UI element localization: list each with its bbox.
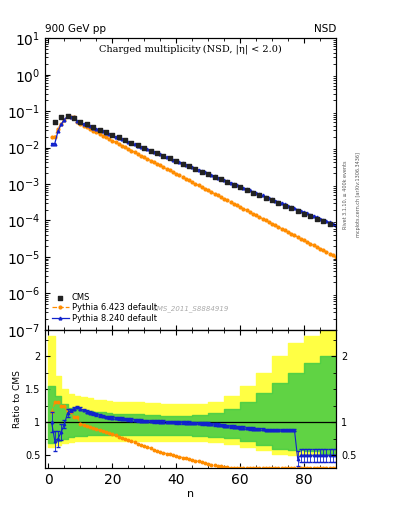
CMS: [192, 165, 198, 173]
CMS: [129, 139, 135, 147]
CMS: [180, 160, 186, 168]
Pythia 8.240 default: [324, 218, 329, 224]
X-axis label: n: n: [187, 489, 194, 499]
Pythia 8.240 default: [289, 204, 294, 210]
Pythia 6.423 default: [251, 210, 255, 217]
Pythia 8.240 default: [251, 188, 255, 195]
CMS: [58, 113, 64, 121]
Pythia 6.423 default: [289, 230, 294, 237]
CMS: [173, 157, 179, 165]
Pythia 6.423 default: [49, 134, 54, 140]
CMS: [314, 215, 320, 223]
CMS: [51, 118, 58, 126]
CMS: [282, 202, 288, 210]
CMS: [256, 191, 263, 199]
Pythia 6.423 default: [295, 234, 300, 240]
Legend: CMS, Pythia 6.423 default, Pythia 8.240 default: CMS, Pythia 6.423 default, Pythia 8.240 …: [50, 290, 160, 326]
CMS: [103, 128, 109, 136]
CMS: [224, 178, 231, 186]
CMS: [109, 131, 116, 139]
CMS: [237, 183, 243, 191]
Pythia 6.423 default: [139, 153, 143, 159]
Pythia 6.423 default: [91, 127, 95, 134]
Pythia 8.240 default: [139, 144, 143, 150]
Pythia 6.423 default: [334, 254, 338, 260]
CMS: [263, 194, 269, 202]
CMS: [116, 133, 122, 141]
Text: 900 GeV pp: 900 GeV pp: [45, 24, 106, 34]
CMS: [205, 170, 211, 178]
CMS: [90, 123, 96, 131]
CMS: [320, 218, 326, 226]
CMS: [250, 188, 256, 197]
Pythia 8.240 default: [65, 113, 70, 119]
CMS: [167, 154, 173, 162]
CMS: [64, 112, 71, 120]
CMS: [71, 114, 77, 122]
CMS: [198, 167, 205, 176]
CMS: [147, 146, 154, 155]
CMS: [186, 162, 192, 170]
CMS: [77, 118, 83, 126]
CMS: [135, 141, 141, 150]
CMS: [269, 196, 275, 204]
CMS: [301, 209, 307, 218]
Pythia 8.240 default: [334, 222, 338, 228]
Text: Charged multiplicity (NSD, |η| < 2.0): Charged multiplicity (NSD, |η| < 2.0): [99, 44, 282, 54]
CMS: [243, 186, 250, 194]
Y-axis label: Ratio to CMS: Ratio to CMS: [13, 370, 22, 428]
CMS: [294, 207, 301, 215]
CMS: [154, 149, 160, 157]
CMS: [231, 181, 237, 189]
Text: NSD: NSD: [314, 24, 336, 34]
CMS: [307, 212, 314, 220]
CMS: [327, 220, 333, 228]
CMS: [141, 144, 147, 152]
CMS: [288, 204, 294, 212]
CMS: [96, 125, 103, 134]
Text: CMS_2011_S8884919: CMS_2011_S8884919: [152, 306, 229, 312]
CMS: [84, 120, 90, 129]
Line: Pythia 6.423 default: Pythia 6.423 default: [50, 115, 338, 258]
Text: Rivet 3.1.10, ≥ 400k events: Rivet 3.1.10, ≥ 400k events: [343, 160, 348, 229]
CMS: [122, 136, 128, 144]
Pythia 8.240 default: [49, 140, 54, 146]
Pythia 6.423 default: [324, 249, 329, 255]
CMS: [275, 199, 282, 207]
Pythia 8.240 default: [295, 206, 300, 212]
Text: mcplots.cern.ch [arXiv:1306.3436]: mcplots.cern.ch [arXiv:1306.3436]: [356, 152, 361, 237]
Y-axis label: $P_n$: $P_n$: [0, 178, 4, 190]
CMS: [160, 152, 167, 160]
CMS: [211, 173, 218, 181]
Pythia 6.423 default: [65, 113, 70, 119]
CMS: [218, 175, 224, 183]
Pythia 8.240 default: [91, 124, 95, 131]
Line: Pythia 8.240 default: Pythia 8.240 default: [50, 115, 338, 226]
